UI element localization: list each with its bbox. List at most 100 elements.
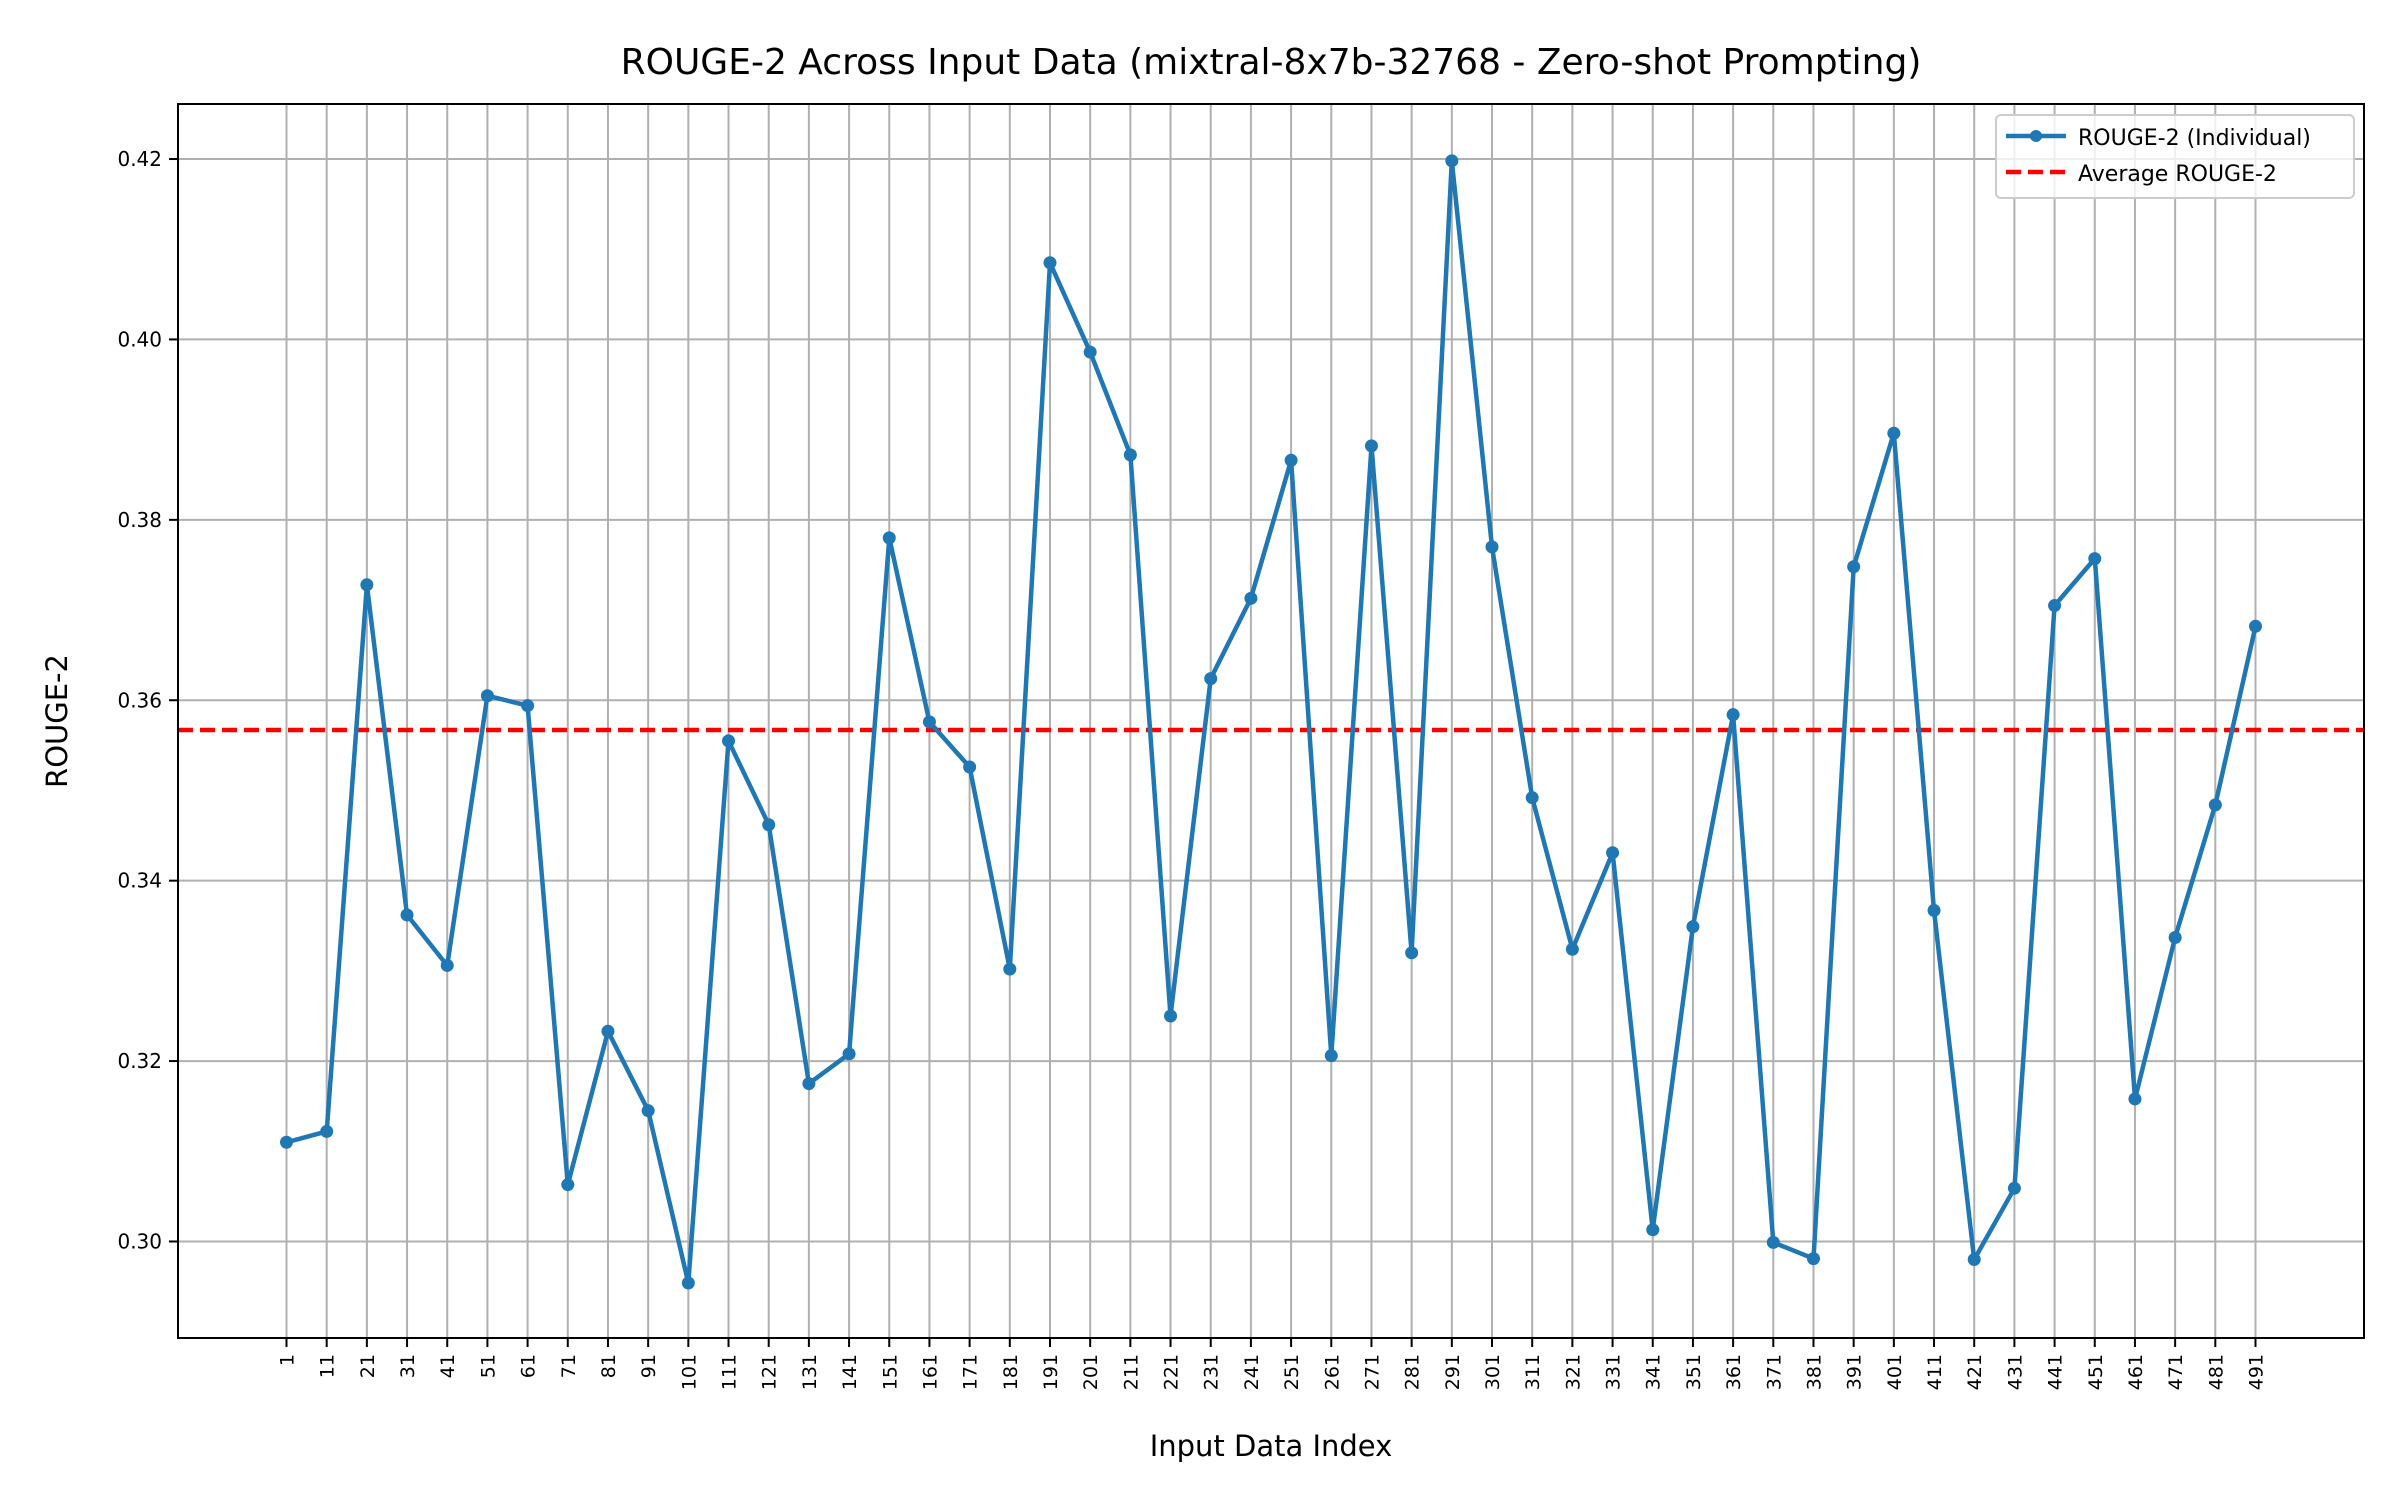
data-point <box>1646 1223 1660 1237</box>
y-tick-label: 0.40 <box>117 327 162 351</box>
x-tick-label: 251 <box>1281 1354 1303 1390</box>
data-point <box>681 1276 695 1290</box>
data-point <box>1324 1049 1338 1063</box>
x-tick-label: 411 <box>1924 1354 1946 1390</box>
data-point <box>1967 1253 1981 1267</box>
x-tick-label: 341 <box>1643 1354 1665 1390</box>
x-tick-label: 51 <box>477 1354 499 1378</box>
plot-frame <box>177 103 2365 1339</box>
x-tick-label: 131 <box>799 1354 821 1390</box>
data-point <box>2007 1181 2021 1195</box>
data-point <box>279 1135 293 1149</box>
x-tick-label: 111 <box>719 1354 741 1390</box>
x-tick-label: 201 <box>1080 1354 1102 1390</box>
data-point <box>1364 439 1378 453</box>
x-tick-label: 401 <box>1884 1354 1906 1390</box>
x-tick-label: 291 <box>1442 1354 1464 1390</box>
data-point <box>1284 453 1298 467</box>
x-tick-label: 381 <box>1803 1354 1825 1390</box>
data-point <box>521 699 535 713</box>
x-tick-label: 171 <box>960 1354 982 1390</box>
x-tick-label: 11 <box>317 1354 339 1378</box>
data-point <box>1847 560 1861 574</box>
data-point <box>2088 552 2102 566</box>
data-point <box>1083 345 1097 359</box>
data-point <box>2249 619 2263 633</box>
data-point <box>963 760 977 774</box>
x-tick-label: 101 <box>678 1354 700 1390</box>
y-tick-label: 0.42 <box>117 147 162 171</box>
data-point <box>1806 1252 1820 1266</box>
data-point <box>1405 946 1419 960</box>
x-tick-label: 441 <box>2045 1354 2067 1390</box>
x-tick-label: 471 <box>2165 1354 2187 1390</box>
x-tick-label: 481 <box>2205 1354 2227 1390</box>
x-tick-label: 421 <box>1964 1354 1986 1390</box>
data-point <box>2168 930 2182 944</box>
data-point <box>1485 540 1499 554</box>
x-tick-label: 91 <box>638 1354 660 1378</box>
x-tick-label: 351 <box>1683 1354 1705 1390</box>
x-tick-label: 231 <box>1201 1354 1223 1390</box>
y-tick-label: 0.32 <box>117 1049 162 1073</box>
data-point <box>1525 791 1539 805</box>
x-tick-label: 301 <box>1482 1354 1504 1390</box>
y-axis-ticks: 0.30 0.32 0.34 0.36 0.38 0.40 0.42 <box>117 147 178 1253</box>
x-tick-label: 391 <box>1844 1354 1866 1390</box>
x-tick-label: 271 <box>1361 1354 1383 1390</box>
data-point <box>601 1024 615 1038</box>
data-point <box>1164 1009 1178 1023</box>
data-point <box>2128 1092 2142 1106</box>
data-point <box>1887 426 1901 440</box>
x-tick-label: 221 <box>1161 1354 1183 1390</box>
x-tick-label: 1 <box>276 1354 298 1366</box>
x-tick-label: 71 <box>558 1354 580 1378</box>
data-point <box>320 1124 334 1138</box>
series-line <box>285 158 2258 1286</box>
data-point <box>1204 672 1218 686</box>
data-point <box>722 734 736 748</box>
y-axis-label: ROUGE-2 <box>40 654 74 788</box>
data-point <box>1726 708 1740 722</box>
y-tick-label: 0.36 <box>117 688 162 712</box>
data-point <box>561 1178 575 1192</box>
data-point <box>641 1104 655 1118</box>
x-tick-label: 191 <box>1040 1354 1062 1390</box>
x-tick-label: 151 <box>879 1354 901 1390</box>
data-point <box>480 689 494 703</box>
x-tick-label: 371 <box>1763 1354 1785 1390</box>
x-tick-label: 431 <box>2004 1354 2026 1390</box>
data-point <box>1244 591 1258 605</box>
data-point <box>1003 962 1017 976</box>
data-point <box>882 531 896 545</box>
x-tick-label: 121 <box>759 1354 781 1390</box>
x-tick-label: 181 <box>1000 1354 1022 1390</box>
data-point <box>842 1047 856 1061</box>
x-tick-label: 31 <box>397 1354 419 1378</box>
data-point <box>1606 846 1620 860</box>
data-point <box>1445 154 1459 168</box>
x-tick-label: 141 <box>839 1354 861 1390</box>
x-tick-label: 461 <box>2125 1354 2147 1390</box>
data-point <box>440 958 454 972</box>
data-point <box>1686 920 1700 934</box>
legend-series-marker <box>2030 130 2042 142</box>
x-axis-label: Input Data Index <box>1150 1429 1393 1463</box>
legend: ROUGE-2 (Individual) Average ROUGE-2 <box>1995 114 2355 199</box>
data-point <box>2048 599 2062 613</box>
x-tick-label: 311 <box>1522 1354 1544 1390</box>
x-tick-label: 451 <box>2085 1354 2107 1390</box>
data-point <box>2208 798 2222 812</box>
y-tick-label: 0.30 <box>117 1229 162 1253</box>
data-point <box>360 578 374 592</box>
data-point <box>1927 903 1941 917</box>
data-point <box>1766 1235 1780 1249</box>
legend-series-label: ROUGE-2 (Individual) <box>2078 126 2311 151</box>
x-tick-label: 331 <box>1603 1354 1625 1390</box>
data-point <box>802 1077 816 1091</box>
data-point <box>1123 448 1137 462</box>
x-tick-label: 491 <box>2246 1354 2268 1390</box>
x-tick-label: 281 <box>1402 1354 1424 1390</box>
